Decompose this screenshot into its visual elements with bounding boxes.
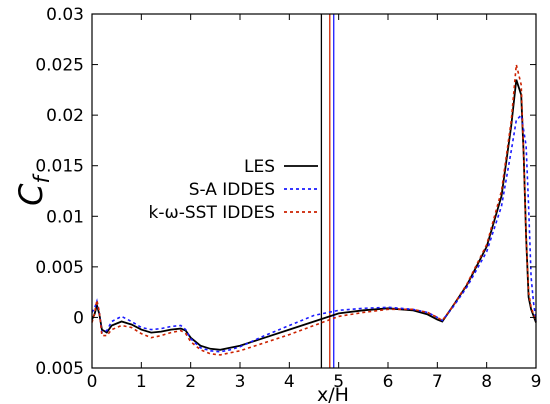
y-tick-labels: 0.005 0 0.005 0.01 0.015 0.02 0.025 0.03 xyxy=(35,5,84,379)
y-axis-title: Cf xyxy=(12,173,54,206)
x-tick-label-3: 3 xyxy=(235,372,246,392)
y-tick-label-6: 0.025 xyxy=(35,56,84,76)
x-tick-label-4: 4 xyxy=(284,372,295,392)
x-tick-label-9: 9 xyxy=(531,372,542,392)
legend-label-1: S-A IDDES xyxy=(189,180,275,200)
x-tick-label-5: 5 xyxy=(333,372,344,392)
y-tick-label-4: 0.015 xyxy=(35,157,84,177)
series-layer xyxy=(91,64,537,356)
x-tick-label-6: 6 xyxy=(383,372,394,392)
plot-frame xyxy=(91,13,537,369)
legend-label-2: k-ω-SST IDDES xyxy=(149,203,275,223)
y-tick-label-7: 0.03 xyxy=(46,5,84,25)
y-tick-label-1: 0 xyxy=(73,308,84,328)
y-tick-label-5: 0.02 xyxy=(46,106,84,126)
x-tick-label-7: 7 xyxy=(432,372,443,392)
series-line-0 xyxy=(91,79,537,351)
y-tick-label-2: 0.005 xyxy=(35,258,84,278)
svg-text:Cf: Cf xyxy=(12,173,54,206)
vertical-lines xyxy=(320,14,335,368)
x-tick-label-0: 0 xyxy=(87,372,98,392)
y-axis-title-subscript: f xyxy=(30,173,54,184)
x-axis-title: x/H xyxy=(317,384,349,404)
x-tick-labels: 0 1 2 3 4 5 6 7 8 9 xyxy=(87,372,542,392)
x-tick-label-2: 2 xyxy=(185,372,196,392)
legend: LES S-A IDDES k-ω-SST IDDES xyxy=(149,157,318,223)
legend-label-0: LES xyxy=(244,157,275,177)
x-tick-label-1: 1 xyxy=(136,372,147,392)
y-tick-label-3: 0.01 xyxy=(46,207,84,227)
series-line-1 xyxy=(91,113,537,353)
y-axis-title-main: C xyxy=(12,183,50,206)
y-tick-label-0: 0.005 xyxy=(35,359,84,379)
ticks xyxy=(91,13,537,369)
x-tick-label-8: 8 xyxy=(481,372,492,392)
